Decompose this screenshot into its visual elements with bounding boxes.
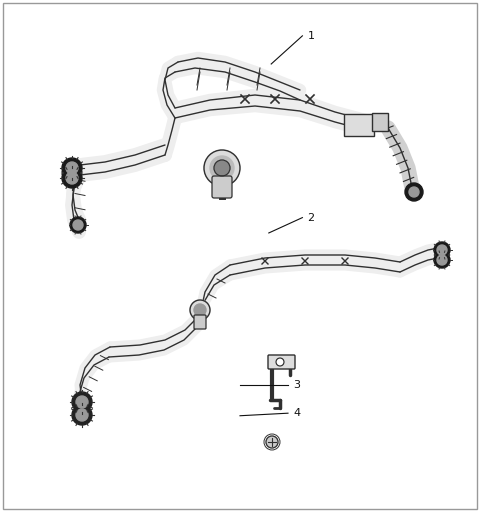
Circle shape	[190, 300, 210, 320]
Circle shape	[73, 220, 83, 230]
FancyBboxPatch shape	[268, 355, 295, 369]
Circle shape	[434, 242, 450, 258]
Circle shape	[72, 405, 92, 425]
Text: 1: 1	[307, 31, 314, 41]
Circle shape	[210, 156, 234, 180]
Circle shape	[204, 150, 240, 186]
Circle shape	[437, 245, 447, 255]
Circle shape	[437, 255, 447, 265]
Text: 2: 2	[307, 212, 314, 223]
Circle shape	[266, 436, 278, 448]
FancyBboxPatch shape	[194, 315, 206, 329]
Text: 4: 4	[293, 408, 300, 418]
Circle shape	[62, 168, 82, 188]
Text: 3: 3	[293, 380, 300, 390]
Circle shape	[62, 158, 82, 178]
Circle shape	[214, 160, 230, 176]
FancyBboxPatch shape	[212, 176, 232, 198]
FancyBboxPatch shape	[344, 114, 374, 136]
Circle shape	[66, 162, 78, 174]
Circle shape	[405, 183, 423, 201]
Circle shape	[72, 392, 92, 412]
Circle shape	[434, 252, 450, 268]
Circle shape	[276, 358, 284, 366]
Circle shape	[409, 187, 419, 197]
Circle shape	[70, 217, 86, 233]
Circle shape	[66, 172, 78, 184]
FancyBboxPatch shape	[372, 113, 388, 131]
Circle shape	[194, 304, 206, 316]
Circle shape	[76, 396, 88, 408]
Circle shape	[76, 409, 88, 421]
